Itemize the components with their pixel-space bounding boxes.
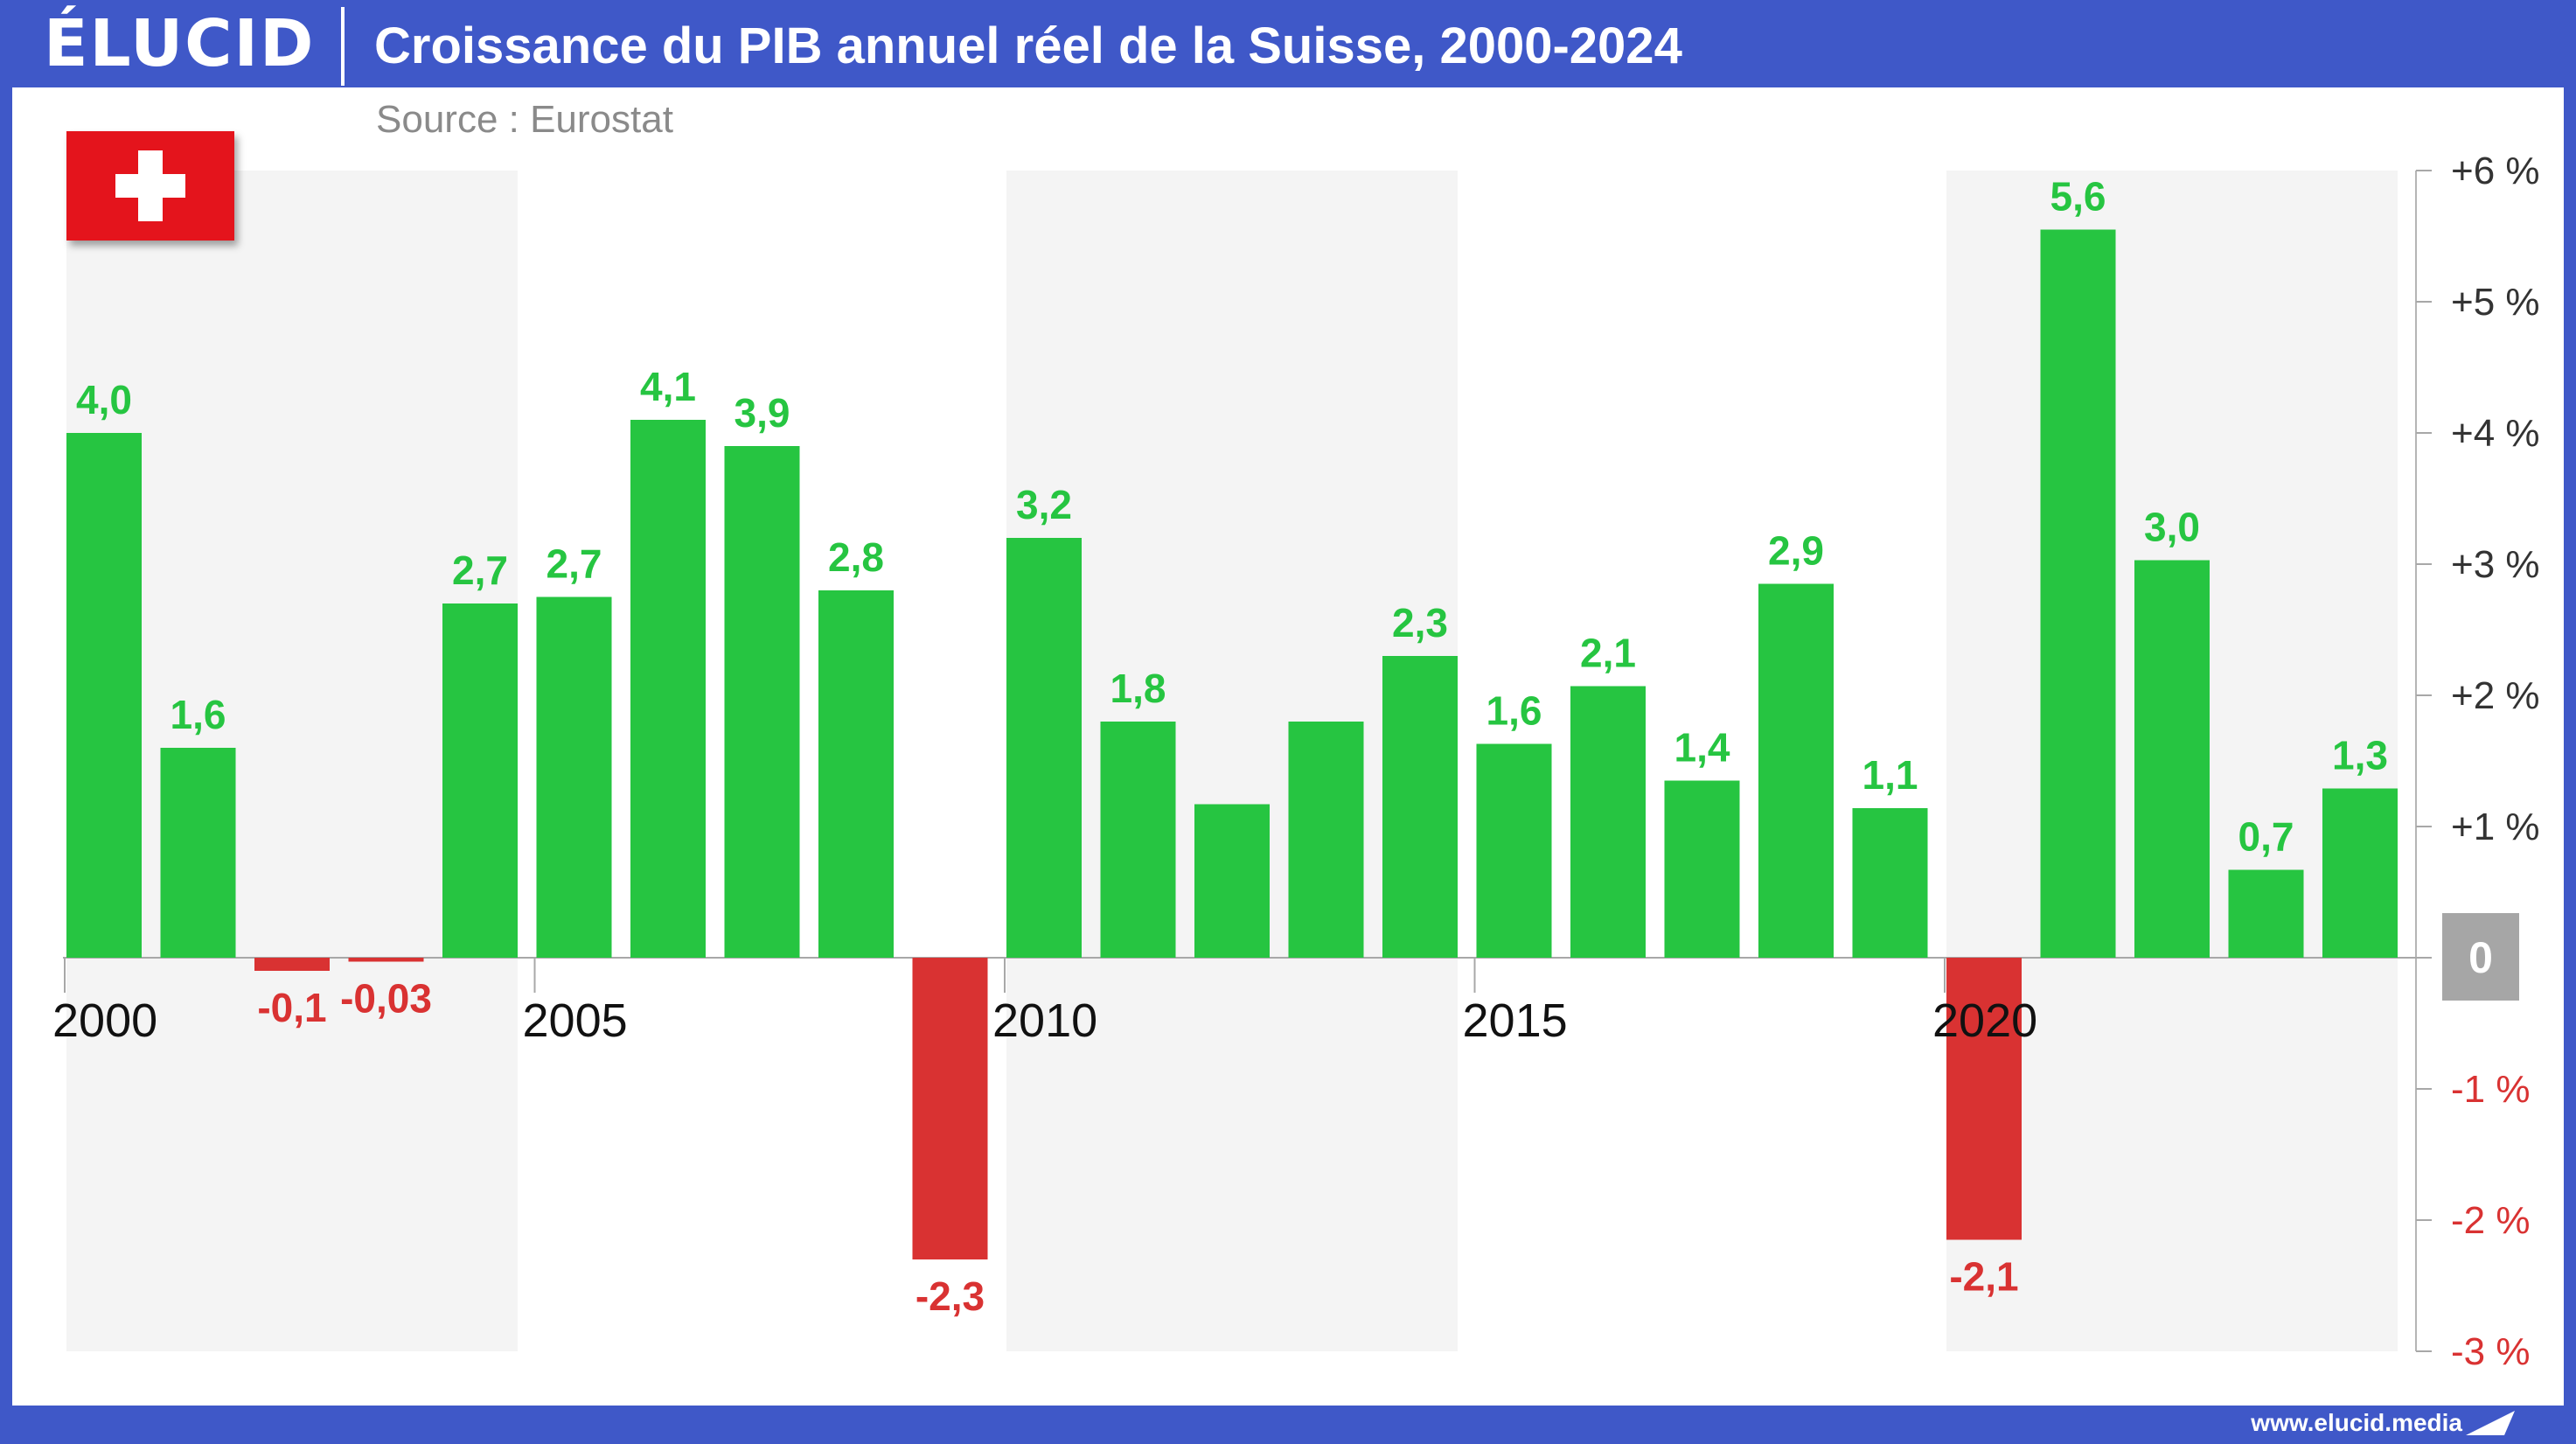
footer-url[interactable]: www.elucid.media (2251, 1409, 2462, 1436)
data-label-2005: 2,7 (547, 541, 602, 587)
y-tick-label: +1 % (2451, 806, 2540, 848)
bar-2017 (1664, 780, 1740, 958)
y-tick-label: -3 % (2451, 1330, 2530, 1373)
bar-2000 (66, 433, 142, 958)
data-label-2018: 2,9 (1768, 528, 1824, 574)
elucid-logo: ÉLUCID (44, 6, 316, 81)
bar-2005 (536, 596, 612, 958)
bar-2007 (724, 446, 800, 958)
bar-2002 (254, 958, 330, 971)
data-label-2020: -2,1 (1949, 1254, 2018, 1300)
data-labels: 4,0 1,6 -0,1 -0,03 2,7 2,7 4,1 3,9 2,8 -2,3 3,2 1,8… (76, 174, 2388, 1320)
x-tick-label-2015: 2015 (1463, 994, 1568, 1047)
bar-2003 (348, 958, 424, 962)
bar-2001 (160, 748, 236, 958)
bar-2011 (1100, 722, 1176, 958)
y-tick-label: +5 % (2451, 281, 2540, 324)
data-label-2000: 4,0 (76, 377, 132, 422)
bar-2010 (1006, 538, 1082, 958)
y-tick-label: +2 % (2451, 674, 2540, 717)
data-label-2007: 3,9 (735, 390, 790, 436)
data-label-2024: 1,3 (2332, 733, 2388, 778)
data-label-2004: 2,7 (452, 548, 508, 593)
y-tick-label: +3 % (2451, 543, 2540, 586)
bar-2018 (1758, 583, 1834, 958)
bar-2004 (442, 603, 518, 958)
chart-title: Croissance du PIB annuel réel de la Suis… (374, 17, 1682, 74)
x-tick-label-2000: 2000 (52, 994, 157, 1047)
bar-2014 (1382, 656, 1458, 958)
data-label-2008: 2,8 (828, 534, 884, 580)
y-tick-label: +6 % (2451, 150, 2540, 192)
data-label-2023: 0,7 (2238, 814, 2294, 860)
data-label-2011: 1,8 (1110, 666, 1166, 711)
bar-2023 (2228, 869, 2304, 958)
swiss-flag-icon (66, 131, 234, 241)
y-axis: +6 % +5 % +4 % +3 % +2 % +1 % 0 -1 % -2 % -3 % (63, 150, 2540, 1373)
chart-subtitle: Source : Eurostat (376, 98, 673, 141)
x-tick-label-2005: 2005 (523, 994, 628, 1047)
bar-2020 (1946, 958, 2022, 1240)
bar-2006 (630, 420, 706, 958)
data-label-2015: 1,6 (1486, 688, 1542, 734)
bar-2022 (2134, 560, 2210, 958)
bar-2013 (1288, 722, 1364, 958)
header-bar: ÉLUCID Croissance du PIB annuel réel de … (0, 0, 2576, 87)
data-label-2010: 3,2 (1016, 482, 1072, 527)
data-label-2009: -2,3 (916, 1273, 985, 1319)
header-divider (341, 7, 345, 86)
x-tick-label-2020: 2020 (1932, 994, 2037, 1047)
bar-2019 (1852, 808, 1928, 958)
data-label-2022: 3,0 (2144, 505, 2200, 550)
y-tick-label: -2 % (2451, 1199, 2530, 1242)
y-tick-label-zero: 0 (2468, 933, 2493, 982)
data-label-2014: 2,3 (1392, 600, 1448, 645)
elucid-mark-icon (2466, 1411, 2515, 1435)
data-label-2002: -0,1 (257, 985, 326, 1030)
bar-2012 (1194, 804, 1270, 958)
bars (66, 229, 2398, 1259)
bar-2021 (2040, 229, 2116, 958)
data-label-2016: 2,1 (1580, 631, 1636, 676)
data-label-2006: 4,1 (640, 364, 696, 409)
y-tick-label: +4 % (2451, 412, 2540, 455)
data-label-2003: -0,03 (340, 976, 432, 1022)
y-tick-label: -1 % (2451, 1068, 2530, 1111)
bar-2016 (1570, 686, 1646, 958)
data-label-2017: 1,4 (1674, 725, 1730, 771)
bar-2008 (818, 590, 894, 958)
data-label-2001: 1,6 (171, 692, 226, 737)
bar-2009 (912, 958, 988, 1259)
zero-badge (2442, 913, 2519, 1001)
data-label-2019: 1,1 (1862, 752, 1918, 798)
x-tick-label-2010: 2010 (992, 994, 1097, 1047)
x-axis-ticks: 2000 2005 2010 2015 2020 (52, 958, 2037, 1047)
bar-2024 (2322, 788, 2398, 958)
data-label-2021: 5,6 (2050, 174, 2106, 220)
bar-2015 (1476, 743, 1552, 958)
